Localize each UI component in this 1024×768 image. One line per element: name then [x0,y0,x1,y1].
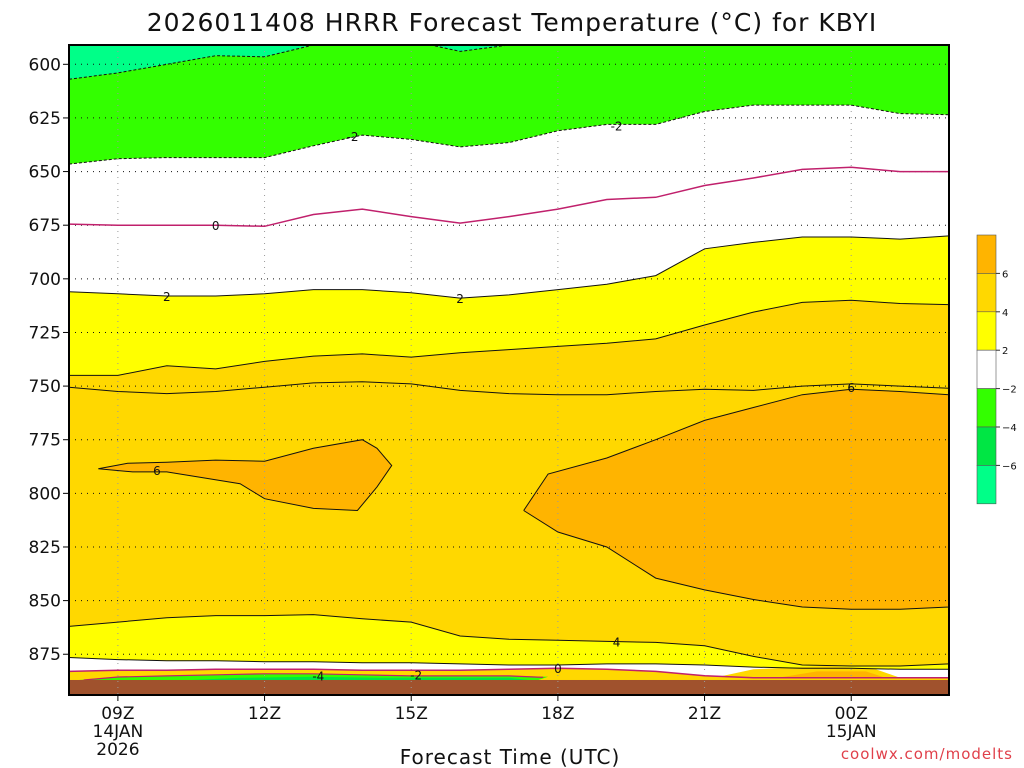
y-tick-label: 775 [29,431,61,451]
x-axis-label: Forecast Time (UTC) [400,745,621,768]
fill-near-zero-lower [69,657,949,678]
source-credit: coolwx.com/modelts [841,745,1013,763]
contour-warm-pocket-west [98,439,393,512]
colorbar-bin [976,234,997,274]
colorbar-legend: 6 4 2 −2 −4 −6 [976,234,1017,505]
contour-label: 2 [163,290,171,304]
colorbar-tick-label: 2 [1002,346,1008,357]
contour-label: -2 [410,669,422,683]
colorbar-bin [976,273,997,313]
temperature-fill-layer [69,45,949,695]
ground-terrain [69,679,949,695]
contour-label: -4 [312,670,324,684]
gridlines [69,45,949,695]
x-tick-label: 00Z [835,704,868,724]
colorbar-tick-label: −4 [1002,423,1017,434]
y-tick-label: 600 [29,55,61,75]
contour-plus6-upper-line [69,381,949,396]
y-tick-label: 625 [29,109,61,129]
contour-label: 2 [456,292,464,306]
y-tick-label: 700 [29,270,61,290]
colorbar-tick-label: −2 [1002,385,1017,396]
fill-warm-pocket-west [98,439,392,511]
fill-surface-colder-layer [191,676,529,680]
y-tick-label: 750 [29,377,61,397]
contour-plus2-line [69,235,949,299]
colorbar-tick-label: −6 [1002,461,1017,472]
fill-minus6-to-minus2 [69,45,949,165]
contour-plus4-line [69,299,949,376]
colorbar-bin [976,349,997,389]
y-tick-label: 650 [29,163,61,183]
fill-warm-pocket-east [523,389,949,610]
x-tick-label: 15Z [395,704,428,724]
fill-minus2-to-2 [69,105,949,299]
contour-label: 6 [847,381,855,395]
x-tick-label: 09Z [101,704,134,724]
fill-below-minus6 [69,45,509,80]
contour-zero-line [69,166,949,228]
x-tick-label: 12Z [248,704,281,724]
contour-warm-pocket-east [523,388,949,610]
y-tick-label: 850 [29,592,61,612]
contour-plus4-lower-line [69,614,949,667]
colorbar-bin [976,426,997,466]
y-tick-label: 675 [29,216,61,236]
fill-2-to-4 [69,235,949,376]
contour-label: -2 [611,119,623,133]
y-tick-label: 725 [29,323,61,343]
colorbar-bin [976,465,997,505]
chart-title: 2026011408 HRRR Forecast Temperature (°C… [147,8,877,37]
contour-label: 6 [153,464,161,478]
contour-label: 0 [554,662,562,676]
fill-4-to-6 [69,300,949,395]
surface-cold-boundary [83,673,544,681]
x-tick-label: 18Z [541,704,574,724]
x-tick-label: 21Z [688,704,721,724]
contour-zero-lower-line [69,667,949,679]
isotherm-labels: -2 -2 0 2 2 6 6 4 0 -2 -4 [153,119,855,684]
contour-label: 0 [212,219,220,233]
y-tick-label: 875 [29,645,61,665]
colorbar-bin [976,311,997,351]
colorbar-tick-label: 6 [1002,269,1008,280]
fill-surface-warm-core [777,671,886,678]
x-tick-sublabel: 2026 [96,740,139,760]
y-tick-label: 825 [29,538,61,558]
fill-2-to-4-lower [69,614,949,670]
isotherm-lines [69,45,949,679]
y-tick-label: 800 [29,484,61,504]
colorbar-tick-label: 4 [1002,308,1008,319]
plot-frame [68,44,950,696]
contour-plus2-lower-line [69,657,949,670]
x-tick-sublabel: 14JAN [93,722,144,742]
contour-label: -2 [347,130,359,144]
colorbar-bin [976,388,997,428]
y-axis: 600 625 650 675 700 725 750 775 800 825 850 875 [29,55,69,665]
contour-label: 4 [613,635,621,649]
x-tick-sublabel: 15JAN [826,722,877,742]
